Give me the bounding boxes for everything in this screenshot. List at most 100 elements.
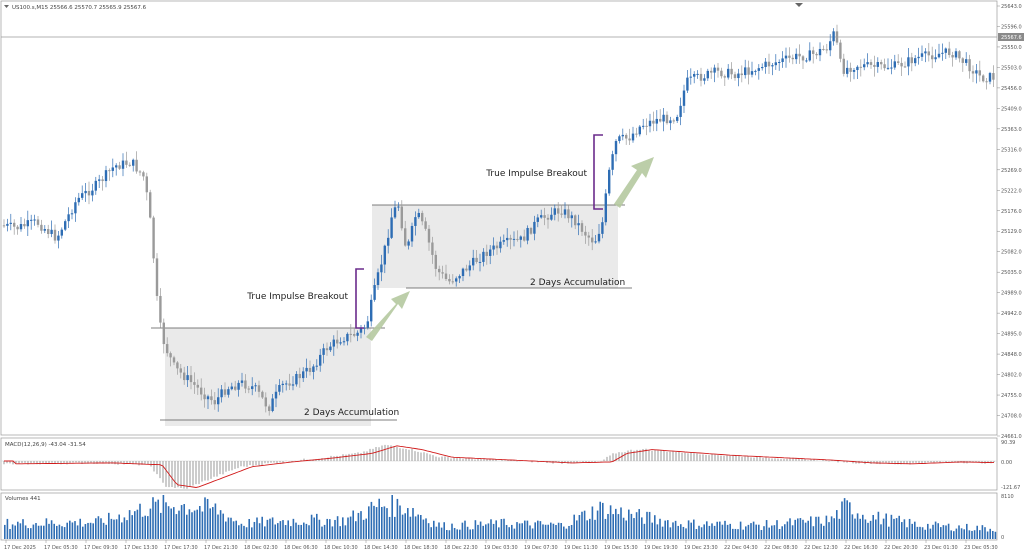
- candle-body: [142, 172, 145, 177]
- volume-bar: [284, 525, 287, 539]
- volume-bar: [131, 515, 133, 539]
- volume-bar: [56, 525, 58, 539]
- volume-bar: [206, 498, 209, 539]
- volume-bar: [685, 528, 687, 539]
- candle-body: [502, 240, 505, 242]
- candle-body: [315, 365, 318, 367]
- candle-body: [985, 81, 988, 83]
- volume-bar: [973, 530, 976, 539]
- volume-bar: [313, 517, 315, 539]
- price-axis-label: 25129.0: [1001, 229, 1022, 235]
- volume-bar: [438, 522, 440, 539]
- volume-bar: [755, 524, 757, 539]
- volume-bar: [578, 515, 581, 539]
- volume-bar: [113, 519, 115, 539]
- macd-panel[interactable]: [0, 437, 998, 491]
- candle-body: [468, 265, 471, 271]
- volume-bar: [149, 508, 152, 539]
- candle-body: [111, 167, 114, 171]
- candle-body: [849, 67, 852, 72]
- volume-bar: [191, 512, 193, 539]
- volume-bar: [282, 520, 284, 539]
- price-axis-label: 25363.0: [1001, 127, 1022, 133]
- volume-bar: [776, 520, 778, 539]
- volume-bar: [422, 519, 425, 539]
- volume-bar: [74, 521, 76, 539]
- scroll-marker-icon[interactable]: [795, 3, 803, 7]
- volume-bar: [253, 521, 256, 539]
- candle-body: [982, 75, 985, 82]
- volume-bar: [760, 529, 763, 539]
- volume-bar: [121, 522, 123, 539]
- volume-bar: [435, 526, 438, 539]
- candle-body: [427, 228, 431, 243]
- candle-body: [465, 268, 468, 271]
- candle-body: [900, 62, 903, 67]
- volume-bar: [186, 514, 188, 539]
- volume-bar: [183, 504, 185, 539]
- candle-body: [648, 120, 652, 127]
- candle-body: [737, 73, 740, 79]
- candle-body: [730, 68, 733, 75]
- volume-bar: [713, 525, 716, 539]
- volume-bar: [765, 520, 768, 539]
- volume-bar: [557, 522, 560, 539]
- candle-body: [631, 133, 635, 141]
- volume-bar: [433, 520, 435, 539]
- candle-body: [604, 193, 607, 223]
- price-axis-label: 25409.0: [1001, 106, 1022, 112]
- volume-bar: [596, 510, 599, 539]
- candle-body: [516, 238, 519, 240]
- volume-bar: [123, 517, 126, 539]
- volume-bar: [37, 525, 40, 539]
- candle-body: [196, 384, 199, 388]
- candle-body: [115, 165, 118, 168]
- current-price-tag: [998, 33, 1024, 41]
- volume-bar: [529, 525, 531, 539]
- candle-body: [577, 223, 580, 226]
- candle-body: [448, 279, 451, 282]
- volume-bar: [508, 527, 510, 539]
- volume-bar: [830, 516, 833, 539]
- volume-bar: [261, 516, 263, 539]
- candle-body: [682, 90, 686, 106]
- candle-body: [832, 31, 835, 42]
- volume-bar: [620, 507, 622, 539]
- candle-body: [509, 237, 512, 240]
- candle-body: [812, 50, 815, 54]
- time-axis[interactable]: 17 Dec 2025 17 Dec 05:30 17 Dec 09:30 17 De…: [4, 540, 998, 551]
- volume-bars: [4, 495, 997, 539]
- volume-bar: [672, 522, 674, 539]
- volume-bar: [890, 514, 893, 539]
- triangle-down-icon[interactable]: [4, 5, 9, 8]
- candle-body: [801, 56, 805, 61]
- breakout-label-2: True Impulse Breakout: [485, 169, 587, 179]
- volume-bar: [737, 529, 739, 539]
- candle-body: [461, 268, 465, 277]
- volume-bar: [880, 524, 882, 539]
- volume-bar: [716, 521, 718, 539]
- volume-bar: [641, 517, 643, 539]
- candle-body: [77, 197, 80, 203]
- volume-bar: [911, 523, 913, 539]
- candle-body: [489, 249, 492, 256]
- candle-body: [890, 67, 893, 69]
- candle-body: [917, 56, 920, 59]
- volume-bar: [937, 523, 939, 539]
- volume-bar: [485, 524, 487, 539]
- candle-body: [43, 229, 46, 231]
- volume-bar: [425, 518, 427, 539]
- candle-body: [121, 160, 125, 169]
- candle-body: [686, 77, 689, 91]
- volume-bar: [635, 512, 638, 539]
- volume-bar: [576, 520, 578, 539]
- volume-bar: [391, 495, 393, 539]
- volume-bar: [95, 518, 97, 539]
- volume-bar: [147, 516, 149, 539]
- volume-bar: [989, 528, 991, 539]
- volume-bar: [823, 525, 825, 539]
- candle-body: [550, 214, 553, 220]
- price-axis[interactable]: 25643.0 25596.0 25550.0 25503.0 25456.0 25409…: [997, 4, 1022, 440]
- candle-body: [740, 73, 743, 76]
